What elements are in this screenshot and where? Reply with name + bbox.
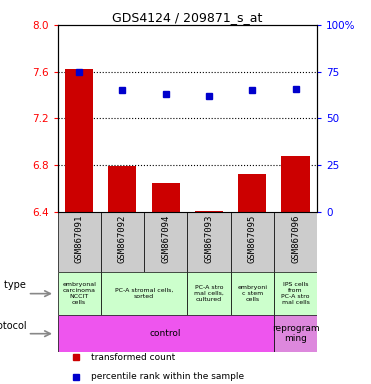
Bar [274, 212, 317, 272]
Bar [231, 272, 274, 315]
Text: GSM867095: GSM867095 [248, 215, 257, 263]
Bar [101, 212, 144, 272]
Text: percentile rank within the sample: percentile rank within the sample [91, 372, 244, 381]
Bar [152, 183, 180, 212]
Text: IPS cells
from
PC-A stro
mal cells: IPS cells from PC-A stro mal cells [281, 283, 310, 305]
Text: embryoni
c stem
cells: embryoni c stem cells [237, 285, 267, 302]
Text: GSM867096: GSM867096 [291, 215, 300, 263]
Text: PC-A stromal cells,
sorted: PC-A stromal cells, sorted [115, 288, 173, 299]
Title: GDS4124 / 209871_s_at: GDS4124 / 209871_s_at [112, 11, 263, 24]
Bar [274, 272, 317, 315]
Bar [58, 315, 274, 352]
Text: GSM867093: GSM867093 [204, 215, 213, 263]
Text: GSM867091: GSM867091 [75, 215, 83, 263]
Text: control: control [150, 329, 181, 338]
Bar [195, 211, 223, 212]
Bar [187, 212, 231, 272]
Bar [274, 315, 317, 352]
Bar [58, 212, 101, 272]
Text: protocol: protocol [0, 321, 26, 331]
Text: transformed count: transformed count [91, 353, 175, 362]
Text: cell type: cell type [0, 280, 26, 290]
Text: GSM867094: GSM867094 [161, 215, 170, 263]
Bar [238, 174, 266, 212]
Bar [65, 69, 93, 212]
Bar [187, 272, 231, 315]
Bar [58, 272, 101, 315]
Text: GSM867092: GSM867092 [118, 215, 127, 263]
Bar [108, 166, 137, 212]
Text: reprogram
ming: reprogram ming [272, 324, 319, 343]
Bar [231, 212, 274, 272]
Text: embryonal
carcinoma
NCCIT
cells: embryonal carcinoma NCCIT cells [62, 283, 96, 305]
Text: PC-A stro
mal cells,
cultured: PC-A stro mal cells, cultured [194, 285, 224, 302]
Bar [101, 272, 187, 315]
Bar [282, 156, 310, 212]
Bar [144, 212, 187, 272]
